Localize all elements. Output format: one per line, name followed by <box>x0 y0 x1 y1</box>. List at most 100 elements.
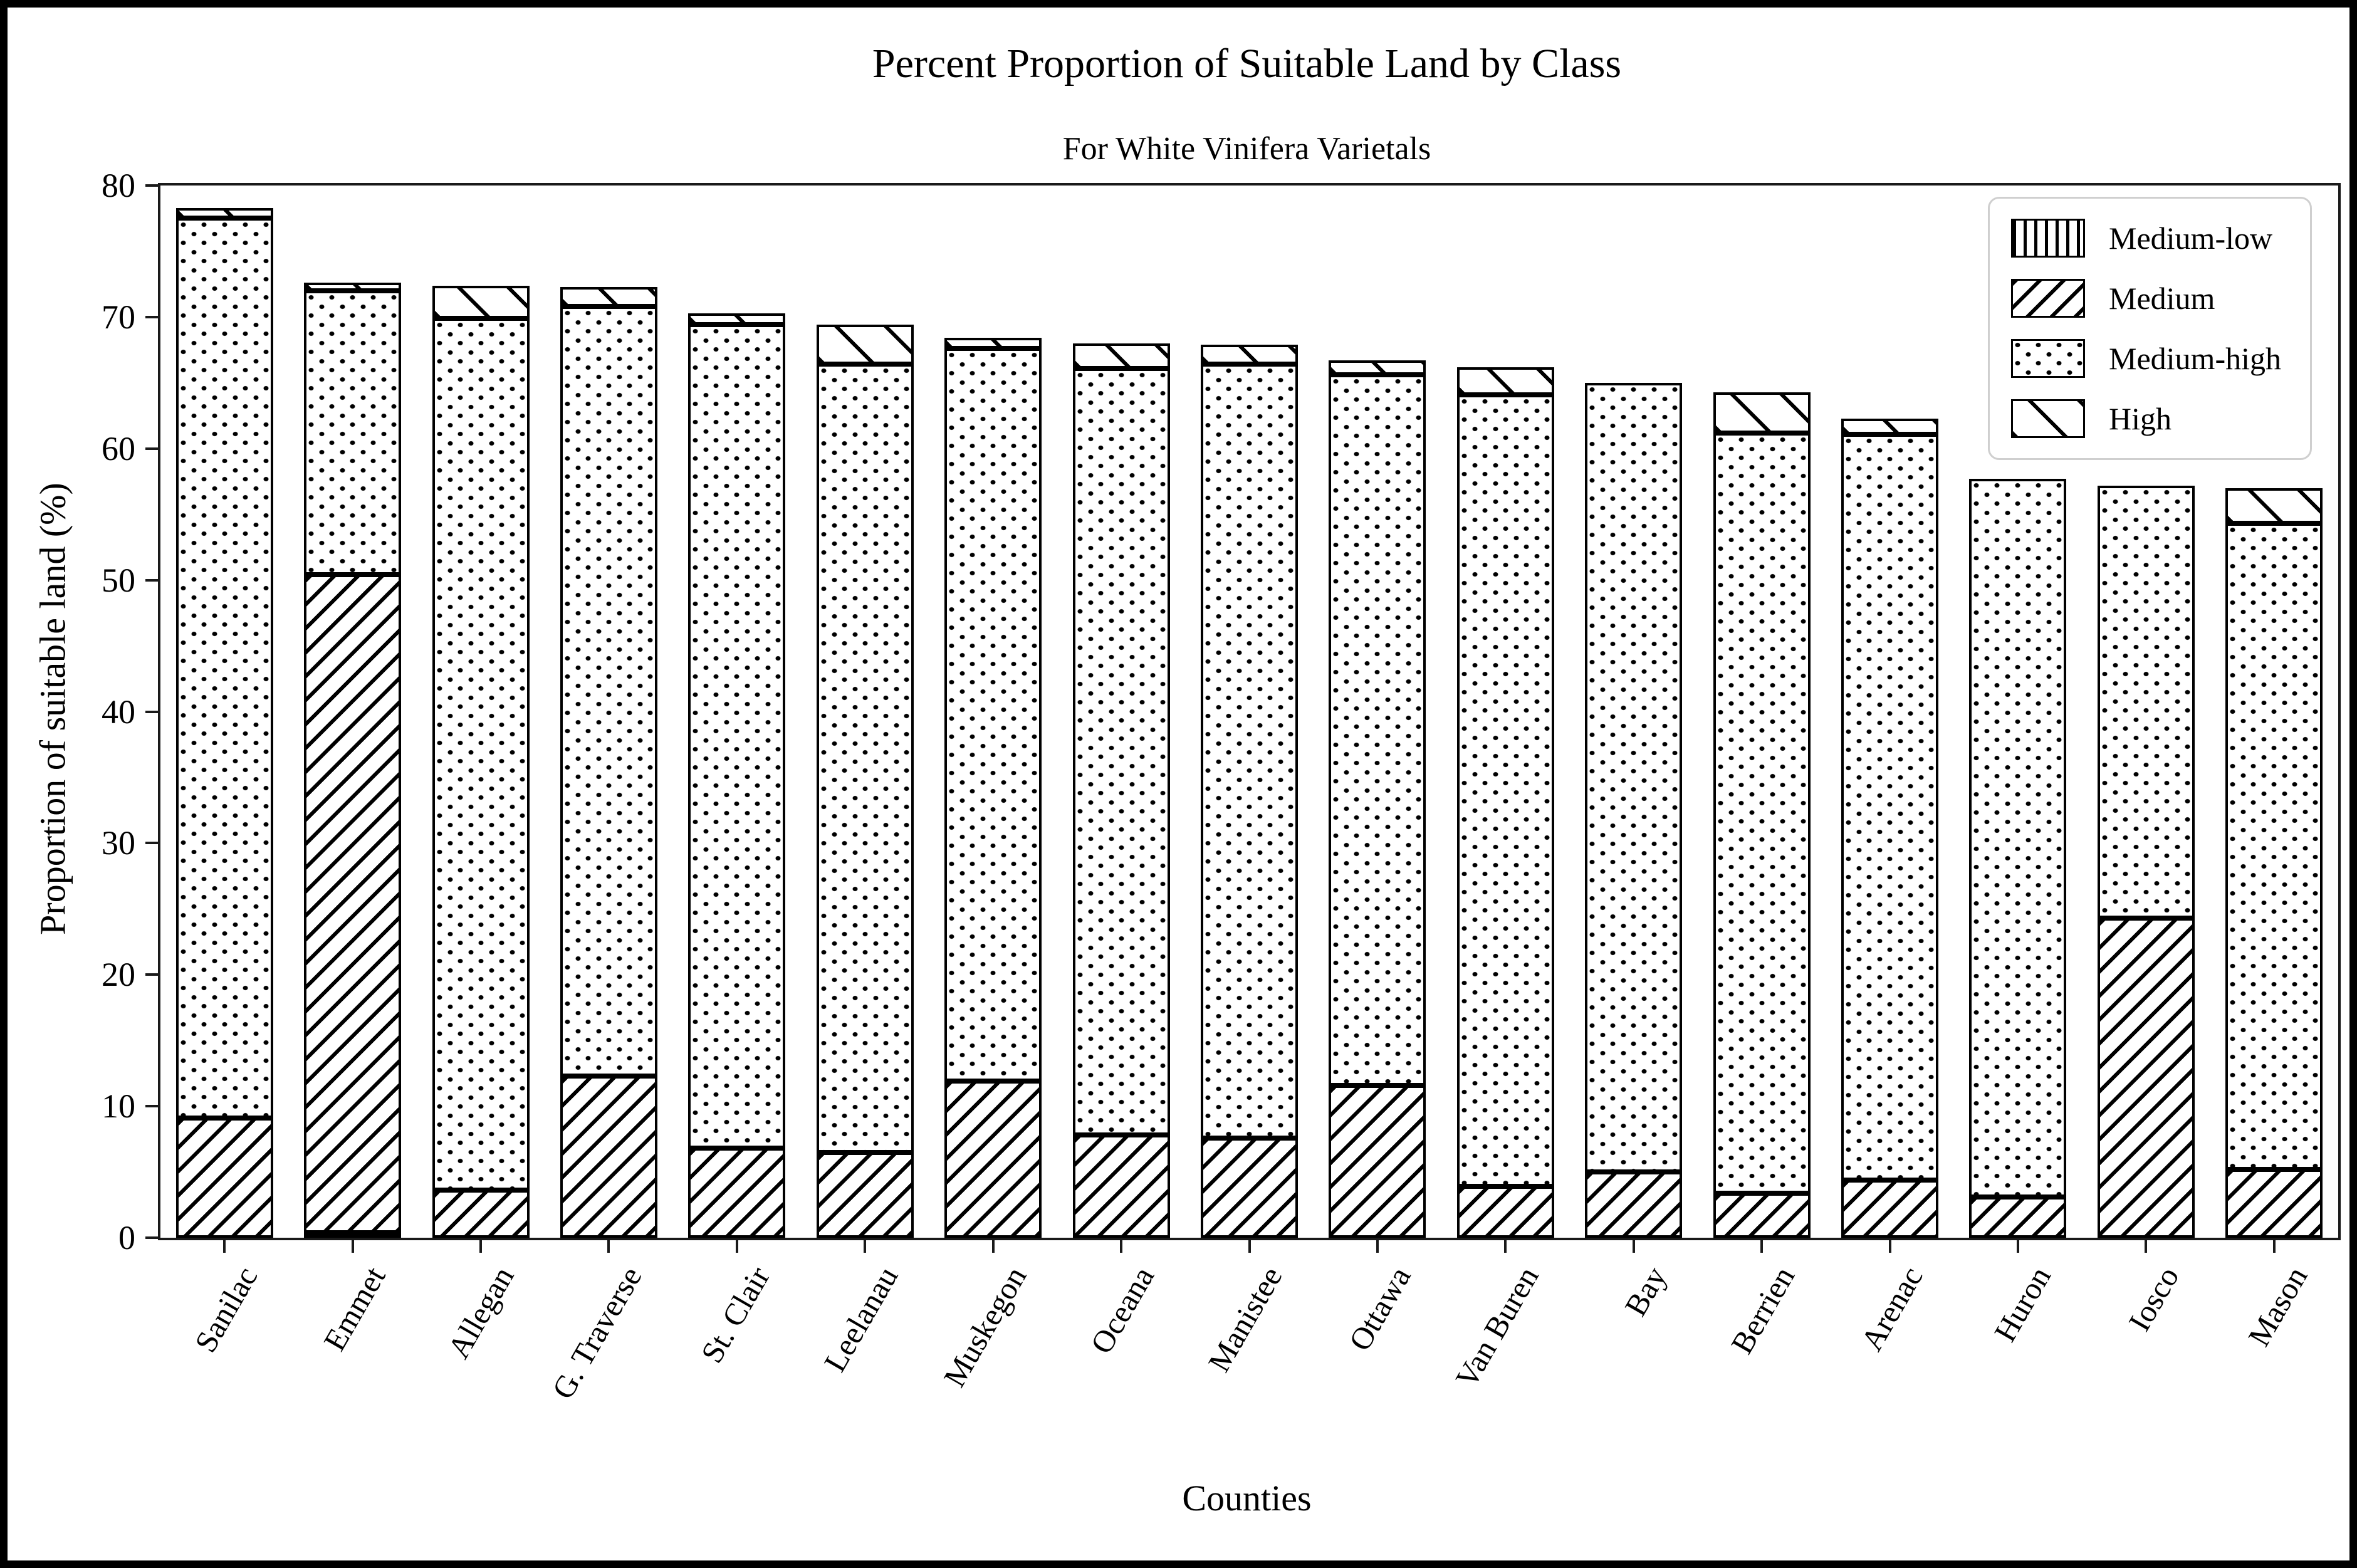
x-category-label-oceana: Oceana <box>1084 1260 1161 1360</box>
x-category-label-iosco: Iosco <box>2121 1260 2186 1337</box>
x-tick <box>479 1240 483 1253</box>
bar-segment-medium-sanilac <box>175 1118 273 1238</box>
bar-segment-medium-mason <box>2225 1169 2323 1238</box>
y-tick <box>145 447 158 450</box>
legend-item-high: High <box>2011 399 2281 438</box>
x-tick <box>2016 1240 2019 1253</box>
y-tick-label: 60 <box>102 429 135 468</box>
legend-label-medium-low: Medium-low <box>2109 221 2273 256</box>
legend-label-medium: Medium <box>2109 281 2215 316</box>
x-category-label-ottawa: Ottawa <box>1341 1260 1418 1357</box>
bar-segment-medium-arenac <box>1841 1179 1939 1238</box>
bar-segment-medium-high-van-buren <box>1456 394 1554 1187</box>
bar-segment-high-manistee <box>1201 344 1298 365</box>
medium-high-hatch-icon <box>2011 339 2086 378</box>
x-category-label-arenac: Arenac <box>1854 1260 1930 1357</box>
x-tick <box>223 1240 226 1253</box>
legend-item-medium-high: Medium-high <box>2011 339 2281 378</box>
bar-segment-high-st-clair <box>688 313 786 325</box>
bar-segment-medium-muskegon <box>944 1081 1042 1238</box>
x-tick <box>1248 1240 1251 1253</box>
y-tick <box>145 578 158 582</box>
bar-segment-medium-emmet <box>304 575 402 1233</box>
bar-segment-medium-ottawa <box>1329 1085 1426 1238</box>
bar-segment-medium-high-arenac <box>1841 434 1939 1180</box>
chart-title: Percent Proportion of Suitable Land by C… <box>872 41 1622 86</box>
medium-hatch-icon <box>2011 279 2086 318</box>
bar-segment-high-leelanau <box>816 325 914 365</box>
x-category-label-g-traverse: G. Traverse <box>545 1260 649 1405</box>
y-tick <box>145 315 158 318</box>
x-tick <box>351 1240 354 1253</box>
bar-segment-medium-manistee <box>1201 1137 1298 1238</box>
x-tick <box>735 1240 738 1253</box>
x-tick <box>2145 1240 2148 1253</box>
x-tick <box>1888 1240 1891 1253</box>
bar-segment-medium-van-buren <box>1456 1186 1554 1238</box>
x-tick <box>864 1240 867 1253</box>
bar-segment-medium-high-leelanau <box>816 364 914 1152</box>
x-category-label-berrien: Berrien <box>1724 1260 1802 1360</box>
x-category-label-sanilac: Sanilac <box>187 1260 264 1358</box>
bar-segment-medium-high-ottawa <box>1329 375 1426 1085</box>
x-tick <box>607 1240 610 1253</box>
plot-area: Medium-low Medium Medium-high High 0 10 20 30 4… <box>102 167 2341 1405</box>
bar-segment-high-berrien <box>1713 392 1811 433</box>
bar-segment-medium-high-muskegon <box>944 348 1042 1082</box>
bar-segment-medium-high-iosco <box>2097 485 2195 919</box>
y-tick-label: 20 <box>102 956 135 994</box>
bar-segment-high-arenac <box>1841 418 1939 434</box>
bar-segment-medium-high-st-clair <box>688 325 786 1149</box>
bar-segment-medium-high-allegan <box>432 318 530 1191</box>
y-tick-label: 40 <box>102 693 135 731</box>
bar-segment-medium-iosco <box>2097 918 2195 1238</box>
legend: Medium-low Medium Medium-high High <box>1988 197 2312 460</box>
bar-segment-high-g-traverse <box>560 286 657 307</box>
bar-segment-high-allegan <box>432 285 530 318</box>
x-tick <box>991 1240 995 1253</box>
y-tick <box>145 842 158 845</box>
y-tick-label: 30 <box>102 824 135 862</box>
x-tick <box>1376 1240 1379 1253</box>
x-tick <box>1632 1240 1635 1253</box>
x-category-label-bay: Bay <box>1617 1260 1674 1322</box>
bar-segment-medium-high-mason <box>2225 523 2323 1169</box>
bar-segment-medium-high-berrien <box>1713 432 1811 1193</box>
y-tick-label: 10 <box>102 1087 135 1126</box>
bar-segment-medium-g-traverse <box>560 1075 657 1238</box>
y-tick <box>145 973 158 976</box>
high-hatch-icon <box>2011 399 2086 438</box>
bar-segment-medium-leelanau <box>816 1152 914 1238</box>
legend-label-high: High <box>2109 401 2172 436</box>
medium-low-hatch-icon <box>2011 219 2086 258</box>
bar-segment-high-van-buren <box>1456 367 1554 395</box>
bar-segment-high-emmet <box>304 283 402 291</box>
legend-item-medium-low: Medium-low <box>2011 219 2281 258</box>
x-category-label-allegan: Allegan <box>440 1260 521 1364</box>
bar-segment-high-muskegon <box>944 338 1042 349</box>
bar-segment-high-mason <box>2225 488 2323 524</box>
y-tick <box>145 710 158 713</box>
legend-item-medium: Medium <box>2011 279 2281 318</box>
bar-segment-medium-high-bay <box>1585 382 1683 1173</box>
x-category-label-manistee: Manistee <box>1201 1260 1289 1378</box>
x-tick <box>2272 1240 2276 1253</box>
bar-segment-high-ottawa <box>1329 360 1426 375</box>
x-category-label-muskegon: Muskegon <box>936 1260 1033 1393</box>
bar-segment-medium-bay <box>1585 1172 1683 1238</box>
x-category-label-emmet: Emmet <box>316 1260 392 1357</box>
y-tick <box>145 184 158 187</box>
x-category-label-st-clair: St. Clair <box>694 1260 777 1369</box>
bar-segment-medium-high-huron <box>1969 479 2067 1197</box>
bar-segment-medium-high-emmet <box>304 290 402 575</box>
y-tick <box>145 1105 158 1108</box>
legend-label-medium-high: Medium-high <box>2109 341 2281 376</box>
bar-segment-medium-berrien <box>1713 1193 1811 1238</box>
y-tick-label: 0 <box>118 1219 135 1257</box>
x-category-label-mason: Mason <box>2240 1260 2314 1352</box>
chart-subtitle: For White Vinifera Varietals <box>1062 131 1431 167</box>
y-tick-label: 80 <box>102 167 135 204</box>
x-tick <box>1120 1240 1123 1253</box>
bar-segment-high-oceana <box>1072 343 1170 368</box>
